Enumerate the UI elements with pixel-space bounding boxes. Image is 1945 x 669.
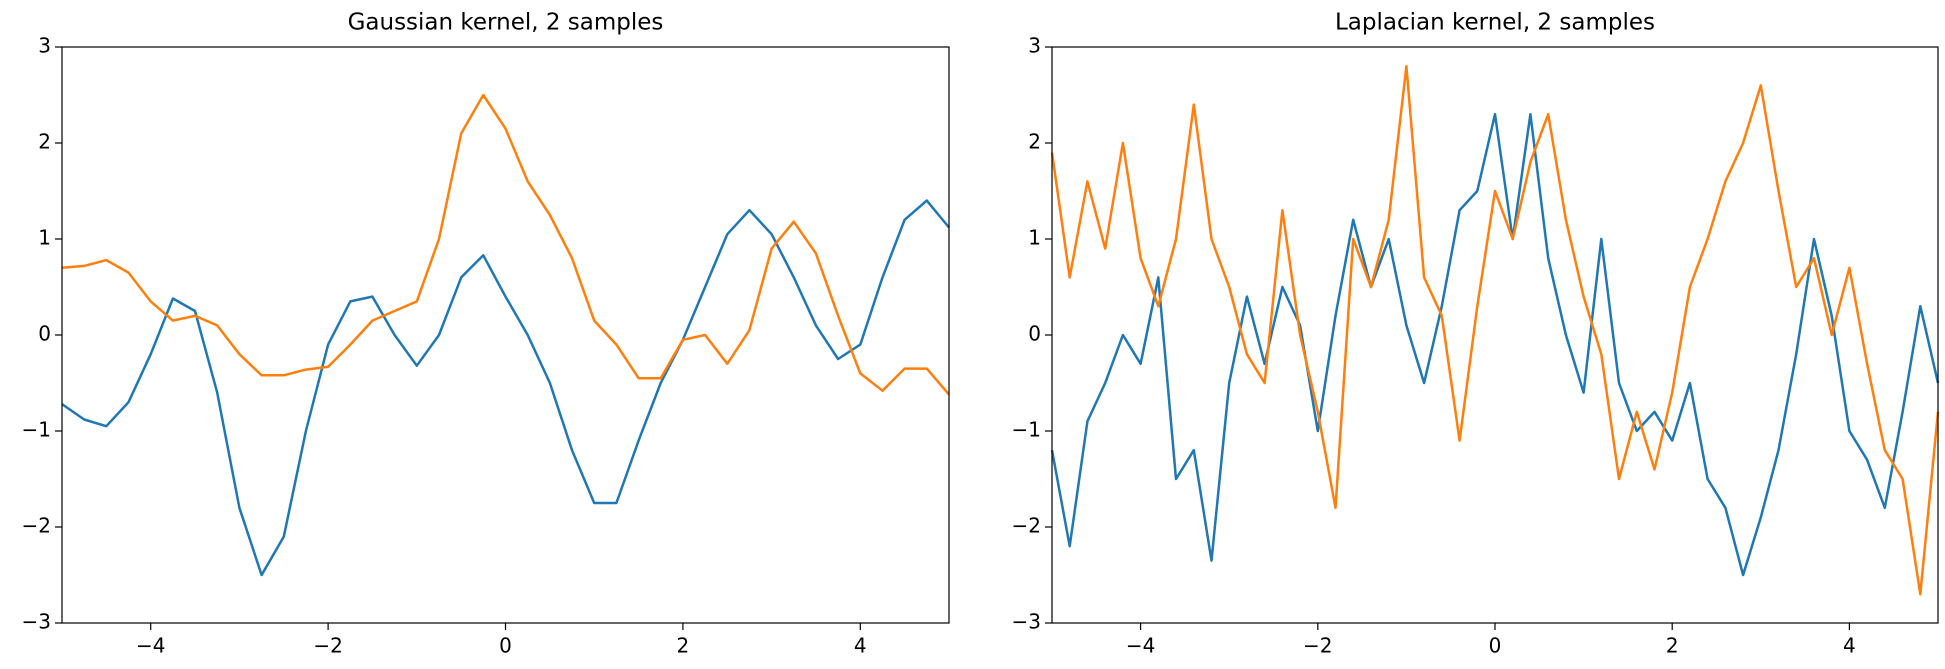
y-tick-label: 2 bbox=[1028, 130, 1041, 154]
y-tick-label: 3 bbox=[1028, 34, 1041, 58]
x-tick-label: 0 bbox=[499, 634, 512, 658]
x-tick-label: 4 bbox=[854, 634, 867, 658]
axes-frame bbox=[61, 46, 950, 624]
x-tick-label: 2 bbox=[677, 634, 690, 658]
series-line bbox=[1050, 64, 1940, 596]
y-tick-label: −1 bbox=[22, 418, 51, 442]
y-tick-label: −2 bbox=[1012, 514, 1041, 538]
y-tick-label: 1 bbox=[1028, 226, 1041, 250]
x-tick-label: 0 bbox=[1489, 634, 1502, 658]
y-tick-label: −2 bbox=[22, 514, 51, 538]
x-tick-label: −2 bbox=[313, 634, 342, 658]
y-tick-label: 3 bbox=[38, 34, 51, 58]
x-tick-label: −4 bbox=[136, 634, 165, 658]
y-tick-label: −3 bbox=[1012, 610, 1041, 634]
axes-frame bbox=[1051, 46, 1939, 624]
x-tick-label: 2 bbox=[1666, 634, 1679, 658]
x-tick-label: −2 bbox=[1303, 634, 1332, 658]
y-tick-label: 0 bbox=[38, 322, 51, 346]
y-tick-label: 1 bbox=[38, 226, 51, 250]
series-line bbox=[61, 93, 950, 396]
series-line bbox=[1050, 112, 1940, 577]
y-tick-label: 0 bbox=[1028, 322, 1041, 346]
series-line bbox=[61, 199, 950, 577]
x-tick-label: −4 bbox=[1126, 634, 1155, 658]
y-tick-label: −3 bbox=[22, 610, 51, 634]
y-tick-label: −1 bbox=[1012, 418, 1041, 442]
chart-title: Gaussian kernel, 2 samples bbox=[348, 10, 664, 36]
x-tick-label: 4 bbox=[1843, 634, 1856, 658]
chart-title: Laplacian kernel, 2 samples bbox=[1335, 10, 1655, 36]
y-tick-label: 2 bbox=[38, 130, 51, 154]
